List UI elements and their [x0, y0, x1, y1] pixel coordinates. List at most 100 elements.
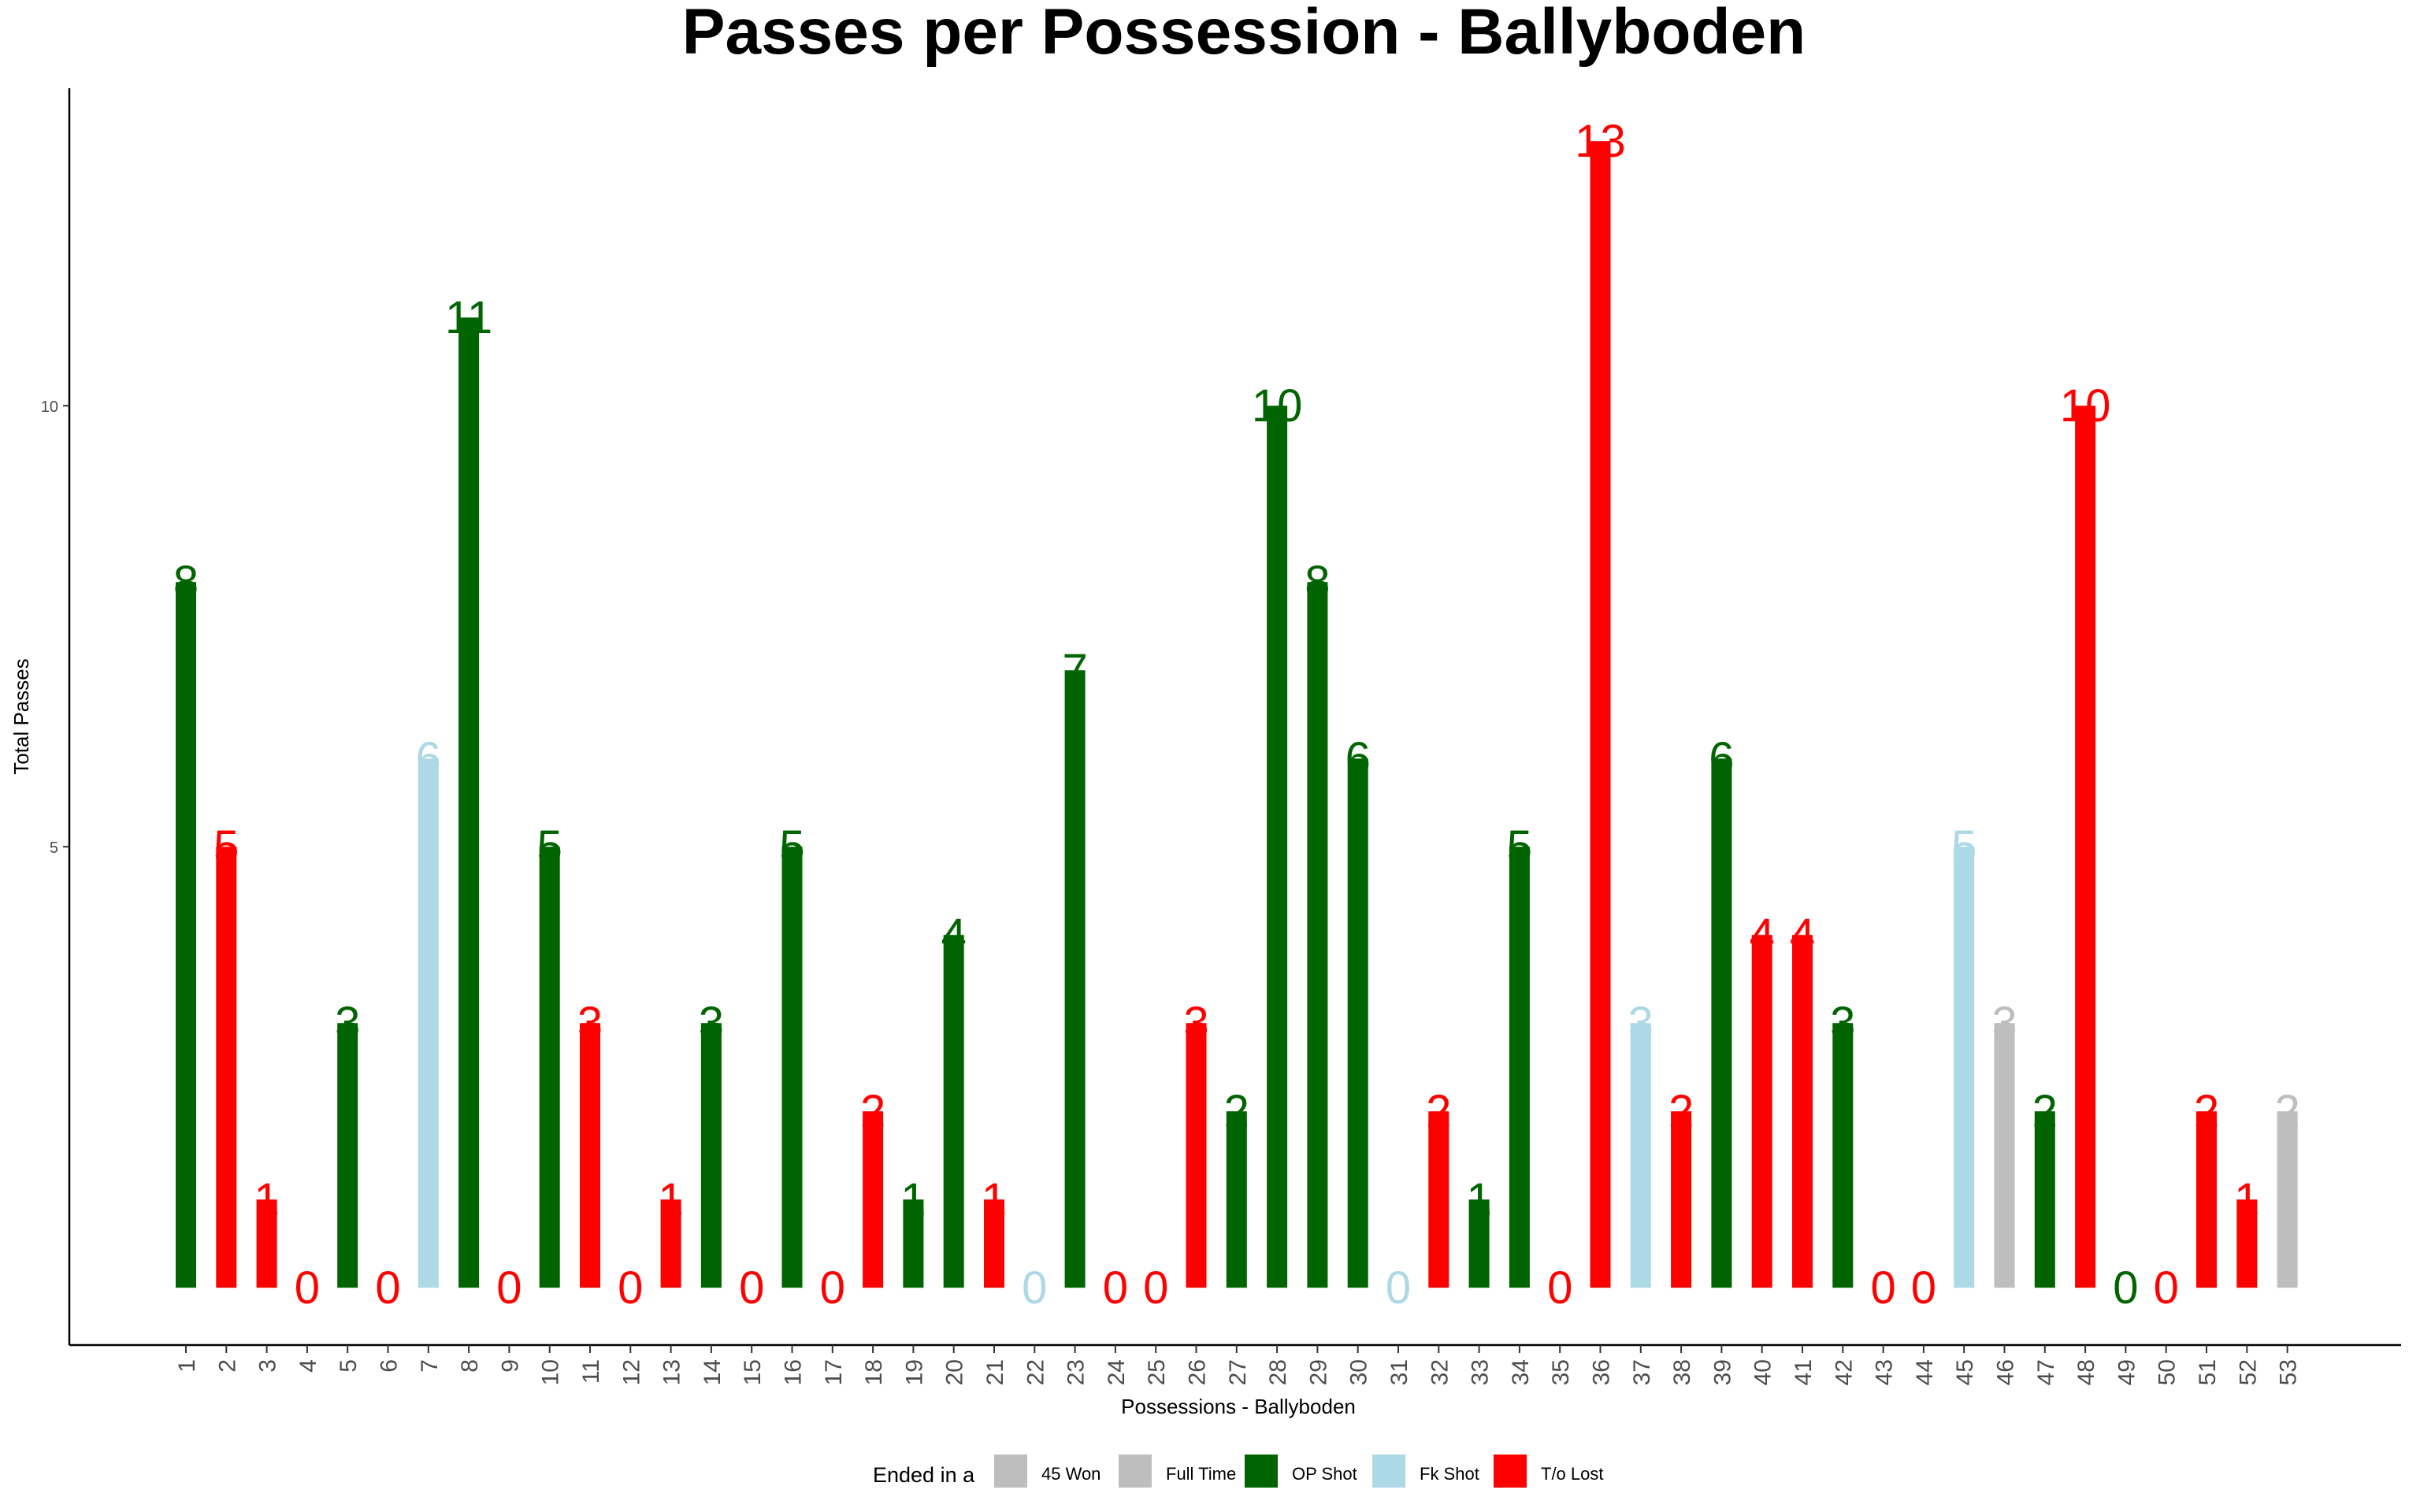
- legend-key-fulltime: [1119, 1455, 1152, 1488]
- legend-label-tolost: T/o Lost: [1541, 1464, 1603, 1484]
- value-label-20: 4: [941, 910, 967, 961]
- bar-8: [458, 317, 480, 1288]
- value-label-25: 0: [1143, 1262, 1168, 1314]
- x-tick-label-16: 16: [781, 1359, 807, 1385]
- legend-label-fulltime: Full Time: [1166, 1464, 1236, 1484]
- x-tick-label-25: 25: [1144, 1359, 1170, 1385]
- chart-title: Passes per Possession - Ballyboden: [682, 0, 1806, 68]
- x-tick-label-41: 41: [1791, 1359, 1817, 1385]
- bars-group: [176, 141, 2298, 1288]
- bar-19: [903, 1199, 924, 1288]
- x-tick-label-17: 17: [821, 1359, 847, 1385]
- value-label-8: 11: [445, 292, 492, 343]
- x-tick-label-5: 5: [336, 1359, 362, 1373]
- y-ticks-group: 5 10: [41, 398, 69, 857]
- x-tick-label-35: 35: [1548, 1359, 1574, 1385]
- legend-label-45won: 45 Won: [1041, 1464, 1101, 1484]
- value-label-43: 0: [1870, 1262, 1895, 1314]
- x-tick-label-20: 20: [942, 1359, 968, 1385]
- bar-27: [1226, 1111, 1247, 1288]
- legend-key-45won: [994, 1455, 1027, 1488]
- x-axis-label: Possessions - Ballyboden: [1121, 1395, 1356, 1418]
- x-tick-label-6: 6: [377, 1359, 403, 1373]
- x-tick-label-34: 34: [1508, 1359, 1534, 1385]
- bar-38: [1671, 1111, 1692, 1288]
- bar-20: [943, 935, 964, 1288]
- bar-3: [256, 1199, 277, 1288]
- bar-23: [1064, 670, 1086, 1288]
- bar-53: [2277, 1111, 2298, 1288]
- bar-11: [580, 1023, 600, 1288]
- bar-47: [2034, 1111, 2055, 1288]
- bar-33: [1468, 1199, 1490, 1288]
- value-label-48: 10: [2060, 380, 2111, 432]
- x-tick-label-46: 46: [1993, 1359, 2019, 1385]
- x-tick-label-44: 44: [1912, 1359, 1938, 1385]
- bar-39: [1711, 758, 1732, 1288]
- x-tick-label-42: 42: [1831, 1359, 1857, 1385]
- value-label-11: 3: [577, 998, 603, 1049]
- legend-key-fkshot: [1372, 1455, 1405, 1488]
- value-label-2: 5: [213, 821, 239, 873]
- value-label-7: 6: [416, 733, 441, 784]
- value-label-44: 0: [1911, 1262, 1936, 1314]
- value-label-40: 4: [1750, 910, 1775, 961]
- value-label-15: 0: [739, 1262, 764, 1314]
- x-tick-label-26: 26: [1185, 1359, 1211, 1385]
- bar-42: [1832, 1023, 1854, 1288]
- value-label-10: 5: [537, 821, 562, 873]
- x-tick-label-48: 48: [2073, 1359, 2099, 1385]
- x-tick-label-31: 31: [1386, 1359, 1412, 1385]
- value-label-51: 2: [2194, 1086, 2219, 1137]
- value-label-35: 0: [1547, 1262, 1572, 1314]
- value-label-24: 0: [1103, 1262, 1128, 1314]
- value-label-31: 0: [1386, 1262, 1411, 1314]
- x-tick-label-8: 8: [457, 1359, 483, 1373]
- x-tick-label-14: 14: [700, 1359, 726, 1385]
- value-label-41: 4: [1790, 910, 1815, 961]
- legend: Ended in a 45 Won Full Time OP Shot Fk Shot…: [873, 1455, 1603, 1488]
- x-tick-label-12: 12: [618, 1359, 644, 1385]
- bar-46: [1994, 1023, 2015, 1288]
- x-tick-label-38: 38: [1669, 1359, 1695, 1385]
- x-tick-label-18: 18: [861, 1359, 887, 1385]
- x-tick-label-43: 43: [1872, 1359, 1898, 1385]
- x-tick-label-1: 1: [174, 1359, 200, 1373]
- bar-52: [2236, 1199, 2258, 1288]
- x-tick-label-24: 24: [1104, 1359, 1130, 1385]
- value-label-1: 8: [173, 557, 199, 608]
- bar-18: [863, 1111, 884, 1288]
- value-label-19: 1: [900, 1174, 926, 1225]
- bar-16: [781, 847, 803, 1288]
- x-tick-label-4: 4: [295, 1359, 321, 1373]
- value-label-52: 1: [2234, 1174, 2259, 1225]
- value-label-42: 3: [1830, 998, 1855, 1049]
- x-tick-label-50: 50: [2155, 1359, 2181, 1385]
- bar-48: [2075, 406, 2096, 1288]
- value-label-22: 0: [1022, 1262, 1047, 1314]
- bar-51: [2196, 1111, 2217, 1288]
- value-label-16: 5: [779, 821, 804, 873]
- x-ticks-group: 1 2 3 4 5 6 7 8 9 10 11 12 13 14 15 16 17 18 19 20 21 22 23 24 2…: [174, 1345, 2302, 1385]
- x-tick-label-30: 30: [1346, 1359, 1372, 1385]
- bar-5: [337, 1023, 358, 1288]
- bar-40: [1751, 935, 1772, 1288]
- value-label-46: 3: [1991, 998, 2017, 1049]
- value-label-14: 3: [699, 998, 724, 1049]
- value-label-38: 2: [1668, 1086, 1694, 1137]
- x-tick-label-2: 2: [214, 1359, 240, 1373]
- value-label-12: 0: [618, 1262, 643, 1314]
- y-axis-label: Total Passes: [9, 658, 33, 774]
- value-label-36: 13: [1575, 116, 1626, 167]
- x-tick-label-27: 27: [1225, 1359, 1251, 1385]
- legend-title: Ended in a: [873, 1463, 975, 1487]
- bar-26: [1186, 1023, 1207, 1288]
- value-label-13: 1: [658, 1174, 683, 1225]
- value-label-47: 2: [2032, 1086, 2058, 1137]
- value-label-5: 3: [335, 998, 360, 1049]
- legend-items: 45 Won Full Time OP Shot Fk Shot T/o Lost: [994, 1455, 1603, 1488]
- x-tick-label-9: 9: [497, 1359, 523, 1373]
- bar-37: [1630, 1023, 1651, 1288]
- bar-13: [660, 1199, 681, 1288]
